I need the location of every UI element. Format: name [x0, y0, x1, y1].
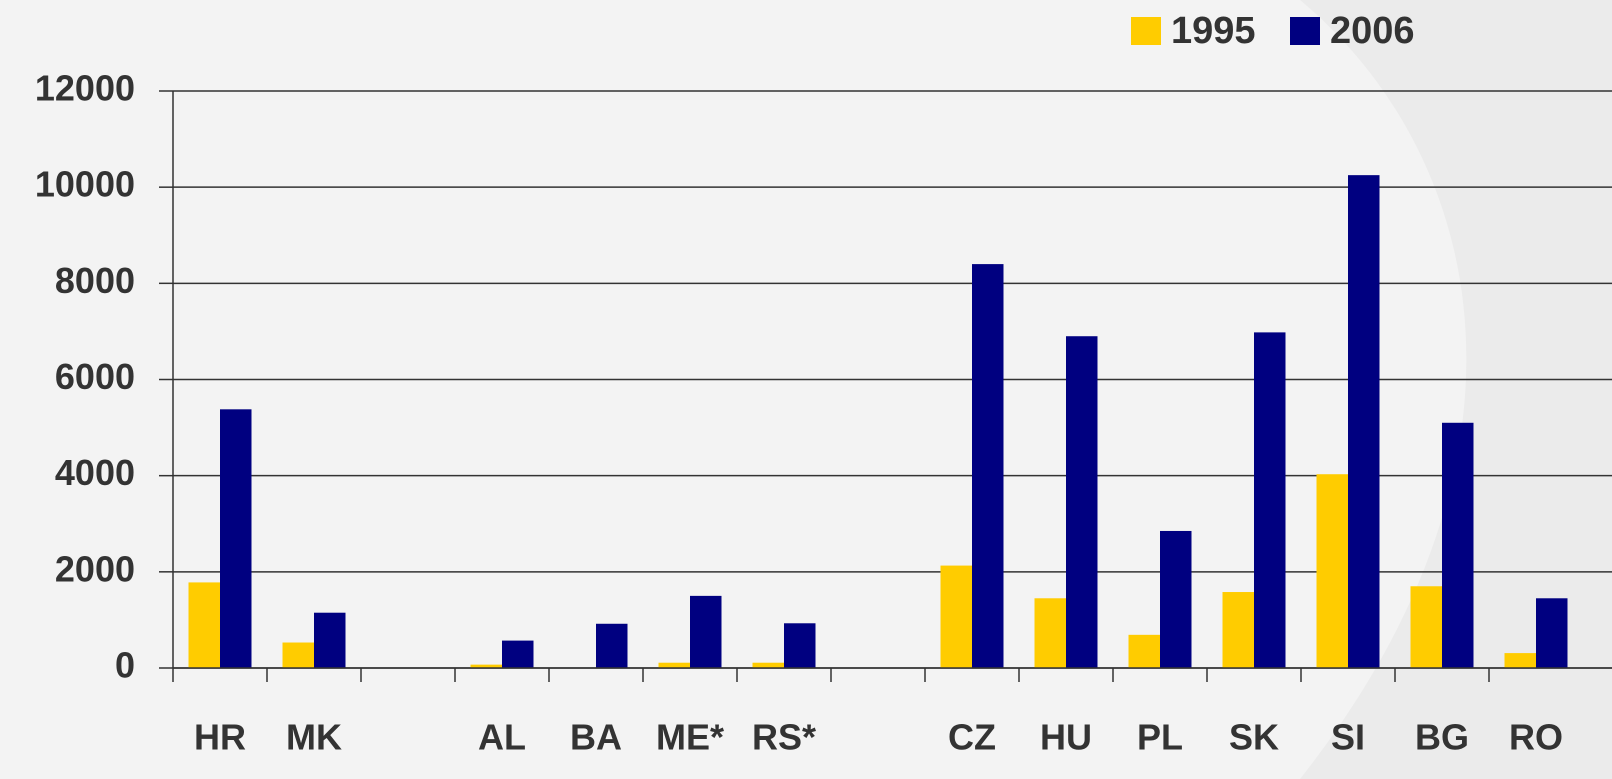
- bar: [1254, 332, 1286, 668]
- x-tick-label: BG: [1415, 717, 1469, 758]
- bar: [1034, 598, 1066, 668]
- x-tick-label: RO: [1509, 717, 1563, 758]
- x-tick-label: HU: [1040, 717, 1092, 758]
- x-tick-label: AL: [478, 717, 526, 758]
- legend-label: 2006: [1330, 10, 1415, 52]
- bar: [314, 612, 346, 668]
- bar: [658, 662, 690, 668]
- bar: [470, 664, 502, 668]
- bar: [1442, 422, 1474, 668]
- x-tick-label: CZ: [948, 717, 996, 758]
- bar: [1160, 530, 1192, 668]
- bar: [1504, 653, 1536, 668]
- x-tick-label: MK: [286, 717, 342, 758]
- x-tick-label: BA: [570, 717, 622, 758]
- bar: [1066, 336, 1098, 668]
- bar: [1316, 474, 1348, 668]
- y-tick-label: 12000: [35, 68, 135, 109]
- background-swoosh: [1300, 0, 1612, 779]
- x-tick-label: RS*: [752, 717, 816, 758]
- bar: [784, 623, 816, 668]
- x-tick-label: PL: [1137, 717, 1183, 758]
- bar: [940, 565, 972, 668]
- y-tick-label: 2000: [55, 548, 135, 589]
- legend-swatch: [1131, 17, 1161, 45]
- bar: [282, 642, 314, 668]
- bar: [188, 582, 220, 668]
- bar: [972, 264, 1004, 668]
- legend-swatch: [1290, 17, 1320, 45]
- bar: [1348, 175, 1380, 669]
- bar: [1128, 634, 1160, 668]
- y-tick-label: 6000: [55, 356, 135, 397]
- bar: [220, 409, 252, 668]
- bar: [752, 662, 784, 668]
- bar: [1536, 598, 1568, 668]
- bar: [502, 640, 534, 668]
- bar: [1410, 586, 1442, 668]
- bar: [690, 595, 722, 668]
- legend-label: 1995: [1171, 10, 1256, 52]
- x-tick-label: HR: [194, 717, 246, 758]
- bar: [596, 623, 628, 668]
- x-tick-label: ME*: [656, 717, 724, 758]
- y-tick-label: 8000: [55, 260, 135, 301]
- bar: [1222, 592, 1254, 668]
- y-tick-label: 10000: [35, 164, 135, 205]
- y-tick-label: 4000: [55, 452, 135, 493]
- x-tick-label: SK: [1229, 717, 1279, 758]
- x-tick-label: SI: [1331, 717, 1365, 758]
- y-tick-label: 0: [115, 645, 135, 686]
